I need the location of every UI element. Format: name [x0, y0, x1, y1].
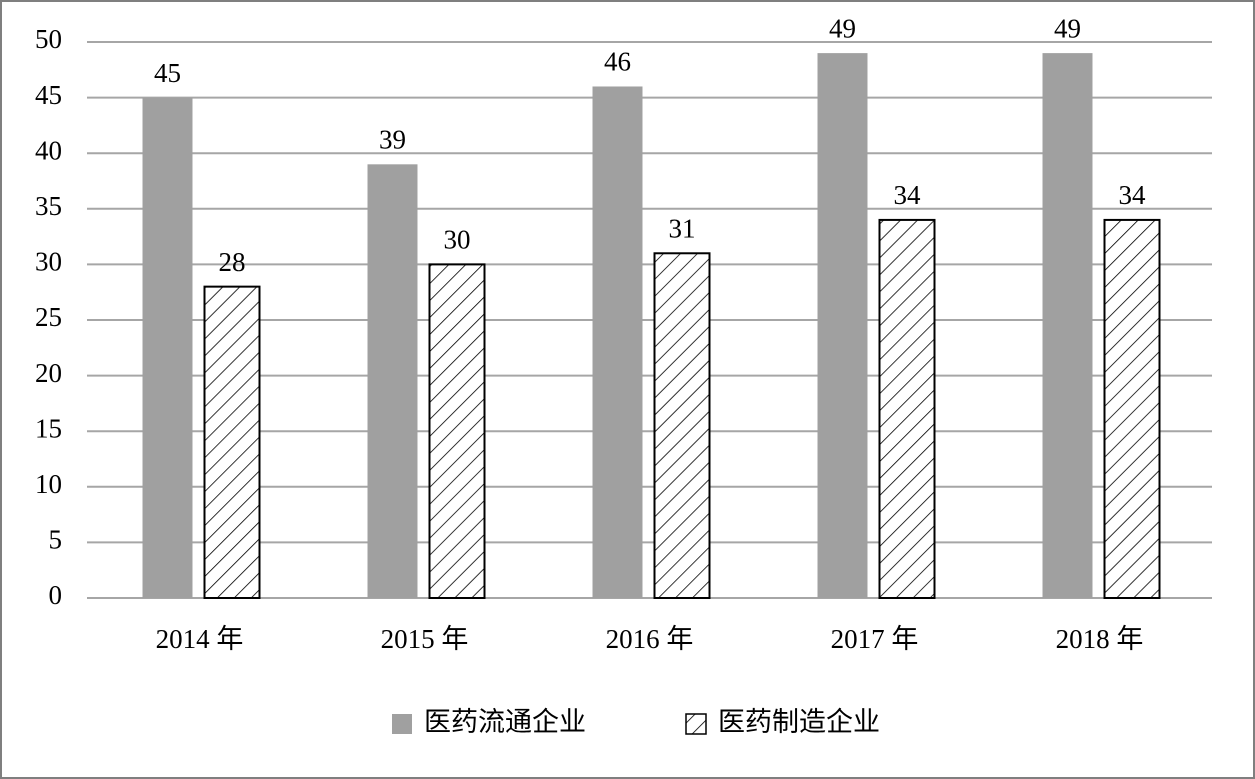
data-label: 49 [1054, 13, 1081, 43]
y-tick-label: 40 [35, 135, 62, 165]
data-label: 28 [219, 247, 246, 277]
bar [878, 218, 936, 599]
bar [142, 97, 193, 598]
bar [428, 263, 486, 599]
y-tick-label: 50 [35, 24, 62, 54]
x-tick-label: 2017 年 [831, 624, 919, 654]
y-tick-label: 10 [35, 469, 62, 499]
bar [1042, 53, 1093, 599]
legend-swatch [685, 713, 707, 735]
bar [653, 252, 711, 599]
data-label: 46 [604, 47, 631, 77]
x-tick-label: 2016 年 [606, 624, 694, 654]
data-label: 34 [1119, 180, 1147, 210]
data-label: 49 [829, 13, 856, 43]
y-tick-label: 20 [35, 358, 62, 388]
bar [592, 86, 643, 598]
legend-label: 医药制造企业 [718, 707, 880, 737]
y-tick-label: 0 [49, 580, 63, 610]
data-label: 31 [669, 213, 696, 243]
x-tick-label: 2014 年 [156, 624, 244, 654]
legend-swatch [392, 714, 412, 734]
data-label: 39 [379, 125, 406, 155]
x-tick-label: 2015 年 [381, 624, 469, 654]
bar [367, 164, 418, 598]
data-label: 30 [444, 225, 471, 255]
y-tick-label: 45 [35, 80, 62, 110]
y-tick-label: 30 [35, 247, 62, 277]
data-label: 45 [154, 58, 181, 88]
data-label: 34 [894, 180, 922, 210]
legend-label: 医药流通企业 [424, 707, 586, 737]
bar [817, 53, 868, 599]
y-tick-label: 5 [49, 525, 63, 555]
bar [1103, 218, 1161, 599]
x-tick-label: 2018 年 [1056, 624, 1144, 654]
y-tick-label: 25 [35, 302, 62, 332]
y-tick-label: 15 [35, 413, 62, 443]
y-tick-label: 35 [35, 191, 62, 221]
bar [203, 285, 261, 599]
